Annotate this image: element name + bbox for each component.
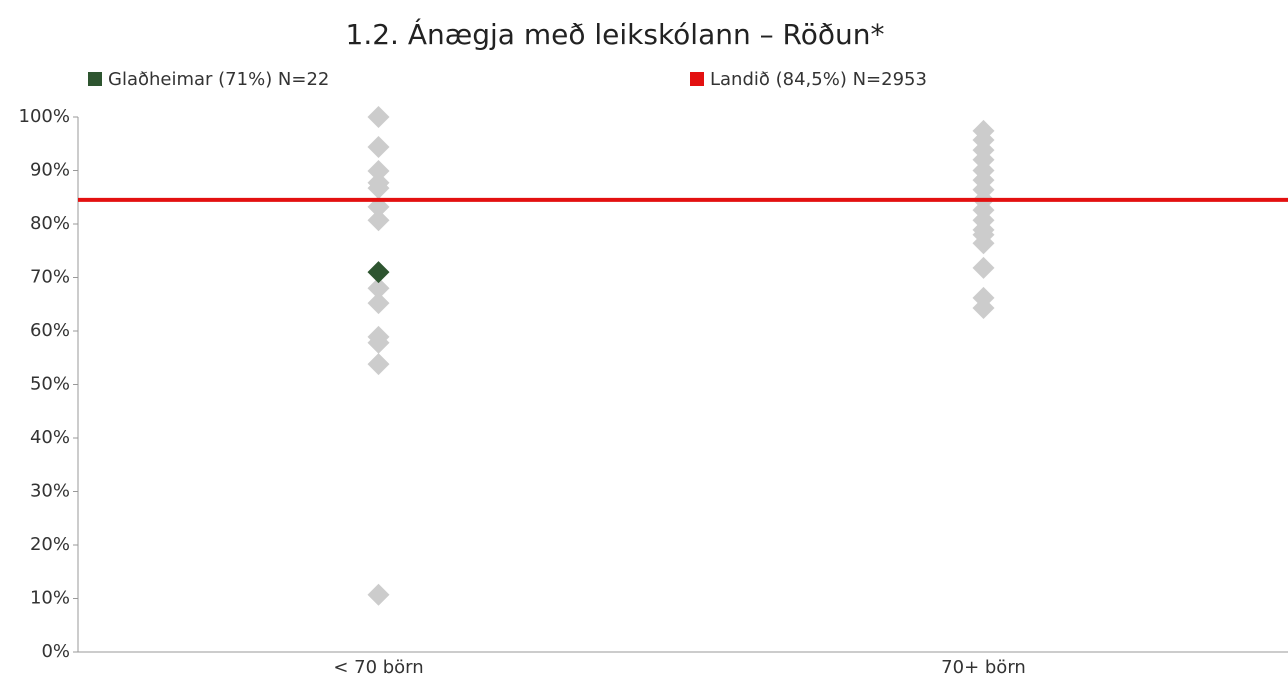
point <box>972 256 995 279</box>
y-tick-label: 50% <box>30 374 70 395</box>
legend-label: Landið (84,5%) N=2953 <box>710 69 927 90</box>
x-tick-label: 70+ börn <box>941 657 1026 678</box>
y-tick-label: 10% <box>30 588 70 609</box>
point <box>367 106 390 128</box>
point <box>367 177 390 200</box>
y-tick-label: 40% <box>30 427 70 448</box>
x-tick-label: < 70 börn <box>333 657 423 678</box>
point <box>972 232 995 255</box>
y-tick-label: 60% <box>30 320 70 341</box>
point <box>367 160 390 183</box>
point <box>367 135 390 158</box>
point <box>367 292 390 315</box>
legend-swatch <box>88 72 102 86</box>
y-tick-label: 70% <box>30 267 70 288</box>
chart-title: 1.2. Ánægja með leikskólann – Röðun* <box>346 17 885 51</box>
y-tick-label: 0% <box>41 641 70 662</box>
point <box>972 296 995 319</box>
point <box>367 583 390 606</box>
point <box>367 331 390 354</box>
point <box>367 209 390 232</box>
point <box>367 277 390 300</box>
y-tick-label: 20% <box>30 534 70 555</box>
y-tick-label: 30% <box>30 481 70 502</box>
y-tick-label: 80% <box>30 213 70 234</box>
point <box>367 353 390 376</box>
legend-label: Glaðheimar (71%) N=22 <box>108 69 329 90</box>
highlight-point <box>367 261 390 284</box>
y-tick-label: 100% <box>19 106 70 127</box>
legend-swatch <box>690 72 704 86</box>
y-tick-label: 90% <box>30 160 70 181</box>
